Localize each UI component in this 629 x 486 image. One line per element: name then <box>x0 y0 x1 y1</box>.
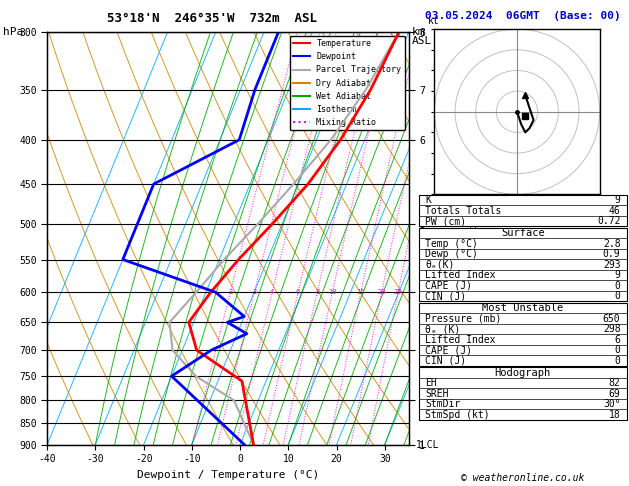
Text: CAPE (J): CAPE (J) <box>425 345 472 355</box>
Text: 69: 69 <box>609 389 620 399</box>
Text: 53°18'N  246°35'W  732m  ASL: 53°18'N 246°35'W 732m ASL <box>107 12 317 25</box>
Text: PW (cm): PW (cm) <box>425 216 466 226</box>
Text: © weatheronline.co.uk: © weatheronline.co.uk <box>461 473 584 483</box>
Text: CIN (J): CIN (J) <box>425 356 466 365</box>
Text: 293: 293 <box>603 260 620 270</box>
Text: Pressure (mb): Pressure (mb) <box>425 313 501 324</box>
Text: SREH: SREH <box>425 389 448 399</box>
Bar <box>418 367 627 420</box>
Text: StmDir: StmDir <box>425 399 460 409</box>
Text: Surface: Surface <box>501 228 545 238</box>
Text: Totals Totals: Totals Totals <box>425 206 501 216</box>
Bar <box>418 195 627 226</box>
Text: Lifted Index: Lifted Index <box>425 270 496 280</box>
Text: Most Unstable: Most Unstable <box>482 303 564 313</box>
Text: 15: 15 <box>357 289 365 295</box>
Text: hPa: hPa <box>3 27 23 37</box>
Text: 2: 2 <box>228 289 232 295</box>
X-axis label: Dewpoint / Temperature (°C): Dewpoint / Temperature (°C) <box>137 470 319 480</box>
Text: Temp (°C): Temp (°C) <box>425 239 478 249</box>
Text: 1LCL: 1LCL <box>416 440 440 450</box>
Text: kt: kt <box>428 16 440 26</box>
Text: 46: 46 <box>609 206 620 216</box>
Text: 82: 82 <box>609 378 620 388</box>
Text: 0.72: 0.72 <box>597 216 620 226</box>
Text: 03.05.2024  06GMT  (Base: 00): 03.05.2024 06GMT (Base: 00) <box>425 11 620 21</box>
Text: 3: 3 <box>252 289 257 295</box>
Text: 9: 9 <box>615 195 620 205</box>
Text: 650: 650 <box>603 313 620 324</box>
Bar <box>418 228 627 301</box>
Text: 6: 6 <box>615 335 620 345</box>
Text: EH: EH <box>425 378 437 388</box>
Text: 0: 0 <box>615 356 620 365</box>
Text: Dewp (°C): Dewp (°C) <box>425 249 478 259</box>
Text: 0: 0 <box>615 291 620 301</box>
Legend: Temperature, Dewpoint, Parcel Trajectory, Dry Adiabat, Wet Adiabat, Isotherm, Mi: Temperature, Dewpoint, Parcel Trajectory… <box>290 36 404 130</box>
Text: CIN (J): CIN (J) <box>425 291 466 301</box>
Text: 10: 10 <box>328 289 337 295</box>
Text: K: K <box>425 195 431 205</box>
Text: 4: 4 <box>270 289 274 295</box>
Text: 2.8: 2.8 <box>603 239 620 249</box>
Text: 0: 0 <box>615 345 620 355</box>
Bar <box>418 303 627 366</box>
Text: 20: 20 <box>377 289 386 295</box>
Text: 8: 8 <box>315 289 320 295</box>
Text: StmSpd (kt): StmSpd (kt) <box>425 410 489 419</box>
Text: Hodograph: Hodograph <box>494 367 551 378</box>
Text: ASL: ASL <box>412 36 432 47</box>
Text: Lifted Index: Lifted Index <box>425 335 496 345</box>
Text: 0: 0 <box>615 280 620 291</box>
Text: CAPE (J): CAPE (J) <box>425 280 472 291</box>
Text: 6: 6 <box>296 289 300 295</box>
Text: θₑ(K): θₑ(K) <box>425 260 454 270</box>
Text: Mixing Ratio (g/kg): Mixing Ratio (g/kg) <box>469 182 479 294</box>
Text: θₑ (K): θₑ (K) <box>425 324 460 334</box>
Text: 30°: 30° <box>603 399 620 409</box>
Text: 9: 9 <box>615 270 620 280</box>
Text: 0.9: 0.9 <box>603 249 620 259</box>
Text: 18: 18 <box>609 410 620 419</box>
Text: 25: 25 <box>394 289 403 295</box>
Text: 298: 298 <box>603 324 620 334</box>
Text: km: km <box>412 27 425 37</box>
